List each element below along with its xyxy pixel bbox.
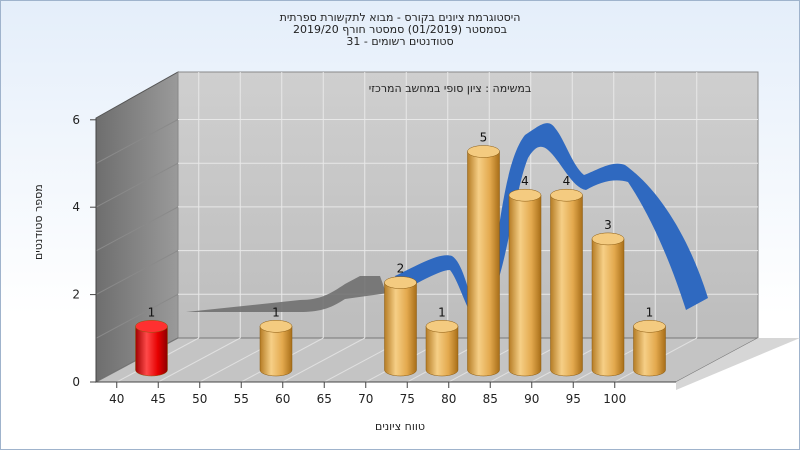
x-axis-label: טווח ציונים [375,420,425,433]
x-tick-label: 95 [566,392,581,406]
bar-top [467,145,500,158]
bar-102.5: 1 [633,305,666,377]
x-tick-label: 70 [358,392,373,406]
bar-top [259,320,293,333]
bar-57.5: 1 [259,305,293,377]
floor-grid-line [282,337,365,383]
bar-top [550,188,583,202]
bar-body [425,326,459,377]
left-wall-grid-line [95,119,179,164]
bar-data-label: 1 [148,305,156,319]
bar-body [550,194,583,377]
title-line-2: בסמסטר (01/2019) סמסטר חורף 2019/20 [293,23,507,36]
x-tick-label: 60 [275,392,290,406]
bar-77.5: 1 [425,305,459,377]
x-tick-label: 65 [317,392,332,406]
bar-data-label: 2 [397,262,405,276]
x-tick-label: 75 [400,392,415,406]
bar-data-label: 1 [438,305,446,319]
y-tick-label: 0 [72,375,80,389]
bar-top [508,188,542,202]
bar-top [384,276,417,289]
x-tick-label: 55 [234,392,249,406]
y-tick-label: 4 [72,200,80,214]
bar-top [591,232,625,246]
bar-42.5: 1 [135,305,168,377]
x-tick-label: 85 [483,392,498,406]
x-tick-label: 50 [192,392,207,406]
x-tick-label: 40 [109,392,124,406]
bar-body [259,326,293,377]
bar-body [591,238,625,377]
left-wall-grid-line [95,250,179,296]
bar-82.5: 5 [467,131,500,377]
left-wall-grid-line [95,162,179,208]
left-wall-grid-line [95,206,179,252]
bar-92.5: 4 [550,174,583,377]
bar-body [384,282,417,377]
bar-87.5: 4 [508,174,542,377]
bar-97.5: 3 [591,218,625,377]
bar-data-label: 3 [604,218,612,232]
bar-body [467,151,500,377]
bar-top [633,320,666,333]
y-tick-label: 6 [72,113,80,127]
x-tick-label: 45 [151,392,166,406]
chart-floor-edge [676,338,800,390]
x-tick-label: 80 [441,392,456,406]
ribbon-shadow [186,276,395,312]
bar-top [425,320,459,333]
chart-title: היסטוגרמת ציונים בקורס - מבוא לתקשורת ספ… [0,12,800,48]
x-tick-label: 90 [524,392,539,406]
floor-grid-line [158,337,241,383]
bar-top [135,320,168,333]
title-line-3: סטודנטים רשומים - 31 [346,35,454,48]
ribbon-body [395,123,708,315]
x-tick-label: 100 [603,392,626,406]
bar-72.5: 2 [384,262,417,377]
y-tick-label: 2 [72,288,80,302]
bar-body [633,326,666,377]
bar-data-label: 4 [521,174,529,188]
y-axis-label: מספר סטודנטים [32,184,45,260]
bar-data-label: 1 [646,305,654,319]
bar-data-label: 4 [563,174,571,188]
bars-group: 1 1 2 1 5 4 4 3 1 [135,131,666,377]
distribution-ribbon [186,123,708,315]
left-wall-grid-line [95,293,179,339]
bar-body [508,194,542,377]
bar-body [135,326,168,377]
chart-subtitle: במשימה : ציון סופי במחשב המרכזי [368,82,532,95]
bar-data-label: 1 [272,305,280,319]
bar-data-label: 5 [480,131,488,145]
title-line-1: היסטוגרמת ציונים בקורס - מבוא לתקשורת ספ… [279,11,521,24]
